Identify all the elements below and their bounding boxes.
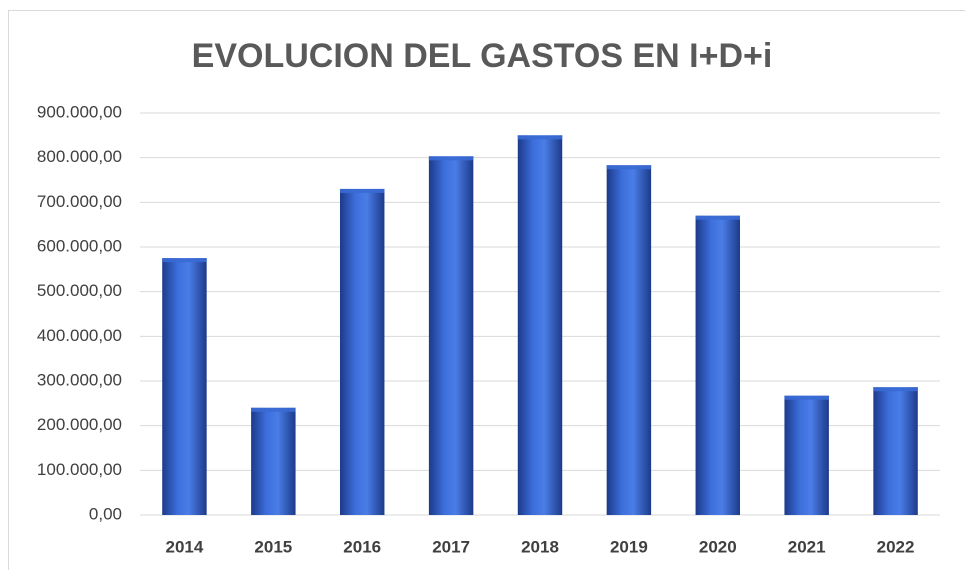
bar-cap: [695, 215, 740, 220]
y-tick-label: 300.000,00: [37, 370, 122, 389]
y-tick-label: 200.000,00: [37, 415, 122, 434]
bar: [517, 135, 563, 516]
x-tick-label: 2021: [788, 537, 826, 556]
bar-cap: [428, 156, 474, 161]
bar-cap: [251, 407, 296, 412]
bar: [606, 165, 652, 515]
bar-cap: [517, 135, 563, 140]
bar: [428, 156, 474, 515]
x-tick-label: 2022: [877, 537, 915, 556]
bar-cap: [162, 258, 207, 263]
y-tick-label: 500.000,00: [37, 281, 122, 300]
bar-cap: [784, 395, 829, 400]
bar: [162, 258, 207, 515]
y-tick-label: 800.000,00: [37, 147, 122, 166]
bar: [340, 188, 385, 515]
x-tick-label: 2016: [343, 537, 381, 556]
y-tick-label: 400.000,00: [37, 326, 122, 345]
x-tick-label: 2014: [166, 537, 204, 556]
y-tick-label: 0,00: [89, 504, 122, 523]
bar-cap: [606, 165, 652, 170]
x-tick-label: 2020: [699, 537, 737, 556]
bar: [873, 387, 918, 515]
bar-cap: [340, 188, 385, 193]
y-tick-label: 700.000,00: [37, 192, 122, 211]
x-tick-label: 2015: [254, 537, 292, 556]
x-tick-label: 2019: [610, 537, 648, 556]
x-tick-label: 2017: [432, 537, 470, 556]
chart-title: EVOLUCION DEL GASTOS EN I+D+i: [192, 37, 773, 75]
x-tick-label: 2018: [521, 537, 559, 556]
bar: [251, 407, 296, 515]
bar-cap: [873, 387, 918, 392]
y-tick-label: 100.000,00: [37, 460, 122, 479]
y-tick-label: 900.000,00: [37, 102, 122, 121]
y-tick-label: 600.000,00: [37, 236, 122, 255]
bar: [695, 215, 740, 515]
bar: [784, 395, 829, 515]
